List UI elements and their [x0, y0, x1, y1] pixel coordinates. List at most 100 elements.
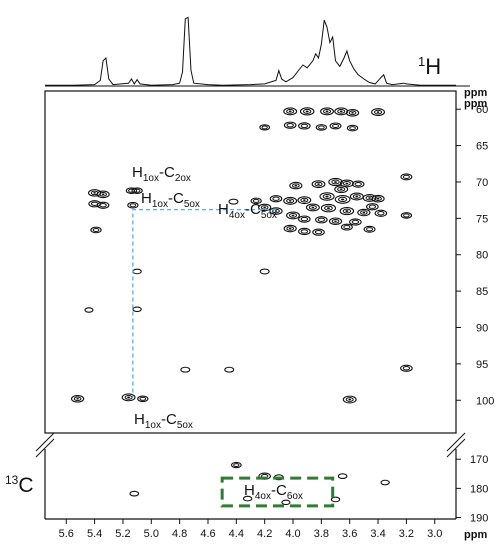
- main-y-tick-label: 65: [476, 141, 488, 153]
- cross-peak: [312, 228, 325, 236]
- cross-peak: [132, 306, 142, 313]
- cross-peak: [400, 173, 413, 181]
- carbon-mass-number: 13: [5, 473, 19, 487]
- cross-peak: [315, 124, 328, 131]
- proton-symbol: H: [425, 54, 441, 79]
- cross-peak: [371, 194, 385, 203]
- cross-peak: [96, 201, 110, 209]
- x-tick-label: 3.0: [427, 528, 442, 540]
- main-y-tick-label: 85: [476, 286, 488, 298]
- cross-peak: [283, 121, 297, 129]
- x-axis: 5.6 5.4 5.2 5.0 4.8 4.6 4.4 4.2 4.0 3.8 3.6 3.4 3.2 3…: [59, 519, 442, 540]
- annotation-h1ox-c2ox: H1ox-C2ox: [132, 164, 191, 184]
- proton-ppm-unit: ppm: [464, 87, 487, 99]
- break-right-1: [446, 432, 466, 452]
- cross-peak: [230, 461, 242, 469]
- lower-y-tick-label: 180: [470, 483, 488, 495]
- carbon-nucleus-label: 13C: [5, 473, 34, 497]
- cross-peak: [298, 215, 311, 223]
- cross-peak: [298, 122, 311, 130]
- cross-peak: [328, 217, 343, 226]
- cross-peak: [90, 226, 102, 234]
- correlation-dashed-path: [132, 208, 277, 398]
- annotations: H1ox-C2ox H1ox-C5ox H4ox-C5ox H1ox-C5ox …: [132, 164, 303, 502]
- lower-y-tick-label: 190: [470, 513, 488, 525]
- lower-y-axis: 170 180 190: [456, 454, 488, 525]
- cross-peak: [96, 190, 110, 199]
- cross-peak: [305, 203, 320, 212]
- axis-break-marks: [35, 432, 466, 458]
- cross-peak: [132, 268, 142, 275]
- cross-peak: [330, 496, 341, 503]
- annotation-h1ox-c5ox-upper: H1ox-C5ox: [141, 190, 200, 210]
- proton-projection-trace: [45, 16, 456, 86]
- cross-peak: [250, 197, 262, 205]
- annotation-h4ox-c5ox: H4ox-C5ox: [218, 201, 277, 221]
- cross-peak: [315, 216, 328, 224]
- main-y-tick-label: 95: [476, 359, 488, 371]
- cross-peak: [283, 224, 297, 233]
- main-y-unit: ppm: [464, 98, 487, 110]
- cross-peak: [70, 395, 85, 403]
- cross-peak: [137, 395, 149, 403]
- break-left-1: [35, 432, 55, 452]
- x-tick-label: 5.0: [144, 528, 159, 540]
- cross-peak: [298, 227, 311, 236]
- main-y-axis: 60 65 70 75 80 85 90 95 100: [456, 104, 494, 407]
- cross-peak: [342, 395, 357, 404]
- cross-peak: [400, 364, 413, 372]
- cross-peak: [311, 180, 326, 189]
- correlation-line: [132, 208, 277, 398]
- x-tick-label: 3.6: [342, 528, 357, 540]
- annotation-h4ox-c6ox: H4ox-C6ox: [244, 482, 303, 502]
- cross-peak: [334, 194, 351, 204]
- cross-peak: [297, 196, 312, 205]
- x-tick-label: 4.2: [257, 528, 272, 540]
- cross-peak: [371, 108, 386, 117]
- annotation-h1ox-c5ox-lower: H1ox-C5ox: [134, 411, 193, 431]
- proton-mass-number: 1: [418, 54, 425, 69]
- cross-peak: [340, 223, 353, 231]
- x-tick-label: 3.2: [399, 528, 414, 540]
- cross-peak: [349, 218, 362, 226]
- cross-peak: [283, 196, 298, 205]
- main-y-tick-label: 90: [476, 322, 488, 334]
- break-left-2: [35, 438, 55, 458]
- cross-peak: [87, 189, 102, 197]
- cross-peak: [400, 212, 413, 219]
- x-tick-label: 3.8: [314, 528, 329, 540]
- x-tick-label: 4.8: [172, 528, 187, 540]
- cross-peak: [131, 187, 143, 194]
- cross-peak: [259, 268, 270, 275]
- cross-peak: [357, 208, 371, 217]
- lower-panel: 170 180 190 ppm 5.6 5.4 5.2 5.0 4.8 4.6 4.4 4.2 4.…: [5, 449, 488, 541]
- cross-peak: [346, 124, 359, 132]
- cross-peak: [228, 198, 239, 205]
- main-y-tick-label: 80: [476, 250, 488, 262]
- cross-peak: [329, 122, 342, 130]
- lower-y-unit: ppm: [464, 529, 487, 541]
- main-y-tick-label: 70: [476, 177, 488, 189]
- cross-peak: [84, 307, 94, 313]
- x-tick-label: 3.4: [370, 528, 385, 540]
- lower-cross-peaks: [129, 461, 390, 506]
- cross-peak: [281, 499, 291, 506]
- highlight-box: [220, 476, 335, 508]
- main-y-tick-label: 75: [476, 213, 488, 225]
- x-tick-label: 5.2: [115, 528, 130, 540]
- cross-peak: [121, 393, 136, 402]
- cross-peak: [224, 366, 235, 373]
- x-tick-label: 4.6: [200, 528, 215, 540]
- lower-y-tick-label: 170: [470, 454, 488, 466]
- cross-peak: [366, 203, 379, 211]
- cross-peak: [319, 192, 335, 201]
- cross-peak: [269, 195, 283, 203]
- cross-peak: [362, 194, 377, 202]
- cross-peak: [349, 192, 364, 201]
- x-tick-label: 4.0: [285, 528, 300, 540]
- main-cross-peaks: [70, 107, 413, 404]
- cross-peak: [180, 366, 191, 373]
- cross-peak: [339, 179, 354, 188]
- cross-peak: [258, 203, 272, 212]
